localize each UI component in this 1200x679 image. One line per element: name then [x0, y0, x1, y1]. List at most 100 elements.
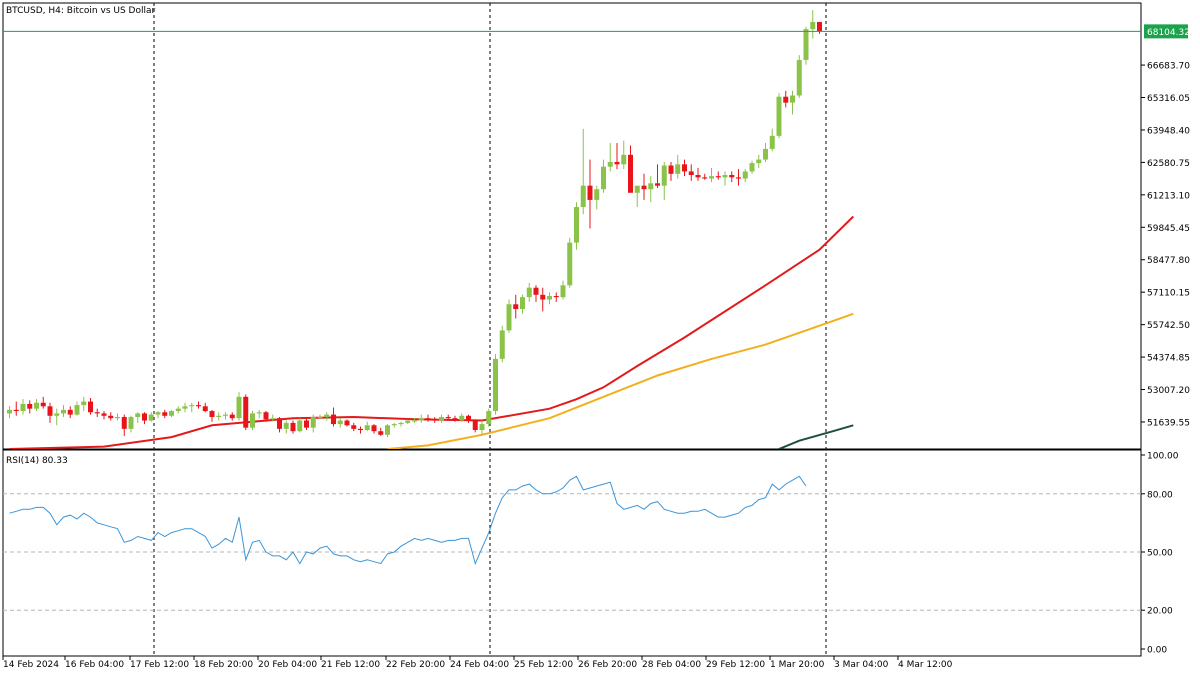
candle[interactable]	[749, 160, 755, 174]
candle[interactable]	[216, 412, 222, 421]
candle[interactable]	[155, 411, 161, 419]
candle[interactable]	[324, 412, 330, 421]
candle[interactable]	[742, 169, 748, 183]
candle[interactable]	[290, 420, 296, 434]
candle[interactable]	[47, 402, 53, 423]
candle[interactable]	[128, 415, 134, 433]
candle[interactable]	[351, 422, 357, 432]
candle[interactable]	[736, 169, 741, 186]
candle[interactable]	[547, 292, 552, 305]
candle[interactable]	[614, 142, 620, 170]
candle[interactable]	[621, 140, 627, 170]
candle[interactable]	[810, 10, 816, 39]
candle[interactable]	[148, 412, 154, 422]
candle[interactable]	[115, 413, 120, 421]
candle[interactable]	[479, 420, 485, 435]
candle[interactable]	[661, 161, 667, 200]
candle[interactable]	[628, 145, 633, 193]
candle[interactable]	[452, 415, 458, 422]
candle[interactable]	[790, 90, 795, 115]
candle[interactable]	[223, 412, 228, 420]
candle[interactable]	[27, 400, 33, 414]
candle[interactable]	[236, 392, 242, 421]
candle[interactable]	[486, 408, 492, 427]
candle[interactable]	[297, 418, 303, 433]
candle[interactable]	[277, 416, 282, 433]
candle[interactable]	[142, 412, 147, 425]
candle[interactable]	[769, 128, 775, 152]
candle[interactable]	[304, 416, 309, 431]
candle[interactable]	[74, 401, 80, 416]
candle[interactable]	[641, 173, 647, 200]
candle[interactable]	[135, 412, 141, 423]
candle[interactable]	[337, 418, 343, 428]
candle[interactable]	[310, 414, 316, 433]
candle[interactable]	[439, 414, 444, 423]
candle[interactable]	[243, 394, 249, 431]
candle[interactable]	[202, 402, 208, 413]
candle[interactable]	[499, 325, 505, 363]
candle[interactable]	[776, 93, 782, 139]
candle[interactable]	[81, 396, 87, 412]
candle[interactable]	[175, 406, 181, 414]
candle[interactable]	[648, 176, 654, 203]
candle[interactable]	[634, 185, 640, 208]
candle[interactable]	[20, 399, 26, 415]
candle[interactable]	[391, 422, 397, 428]
candle[interactable]	[182, 402, 188, 413]
candle[interactable]	[682, 159, 687, 177]
candle[interactable]	[169, 409, 174, 417]
candle[interactable]	[61, 405, 66, 417]
candle[interactable]	[817, 21, 822, 34]
candle[interactable]	[209, 409, 215, 422]
candle[interactable]	[567, 237, 573, 288]
candle[interactable]	[364, 421, 370, 432]
candle[interactable]	[688, 164, 694, 181]
candle[interactable]	[7, 406, 12, 419]
candle[interactable]	[783, 90, 789, 108]
candle[interactable]	[607, 142, 613, 172]
candle[interactable]	[162, 409, 168, 419]
candle[interactable]	[506, 299, 512, 333]
candle[interactable]	[405, 419, 411, 425]
candle[interactable]	[729, 171, 735, 183]
candle[interactable]	[344, 419, 350, 427]
candle[interactable]	[189, 402, 195, 413]
candle[interactable]	[803, 26, 809, 65]
candle[interactable]	[94, 408, 100, 417]
candle[interactable]	[250, 411, 255, 431]
candle[interactable]	[553, 292, 559, 302]
candle[interactable]	[412, 418, 417, 423]
candle[interactable]	[13, 401, 19, 416]
candle[interactable]	[594, 185, 600, 210]
candle[interactable]	[263, 411, 269, 422]
candle[interactable]	[256, 409, 262, 419]
candle[interactable]	[108, 412, 114, 421]
candle[interactable]	[715, 171, 721, 180]
candle[interactable]	[283, 420, 289, 434]
candle[interactable]	[101, 411, 107, 420]
candle[interactable]	[756, 154, 762, 168]
candle[interactable]	[88, 397, 93, 415]
candle[interactable]	[709, 167, 714, 183]
candle[interactable]	[331, 407, 336, 427]
candle[interactable]	[121, 414, 127, 436]
candle[interactable]	[520, 294, 525, 314]
candle[interactable]	[513, 294, 519, 319]
candle[interactable]	[398, 421, 404, 427]
candle[interactable]	[229, 412, 235, 421]
candle[interactable]	[54, 408, 60, 426]
candle[interactable]	[796, 55, 802, 98]
candle[interactable]	[418, 414, 424, 423]
candle[interactable]	[445, 414, 451, 421]
candle[interactable]	[655, 164, 660, 189]
candle[interactable]	[34, 399, 39, 412]
candle[interactable]	[270, 414, 276, 422]
candle[interactable]	[432, 416, 438, 423]
candle[interactable]	[493, 354, 498, 415]
candle[interactable]	[722, 171, 728, 186]
candle[interactable]	[533, 285, 539, 302]
candle[interactable]	[358, 426, 363, 434]
